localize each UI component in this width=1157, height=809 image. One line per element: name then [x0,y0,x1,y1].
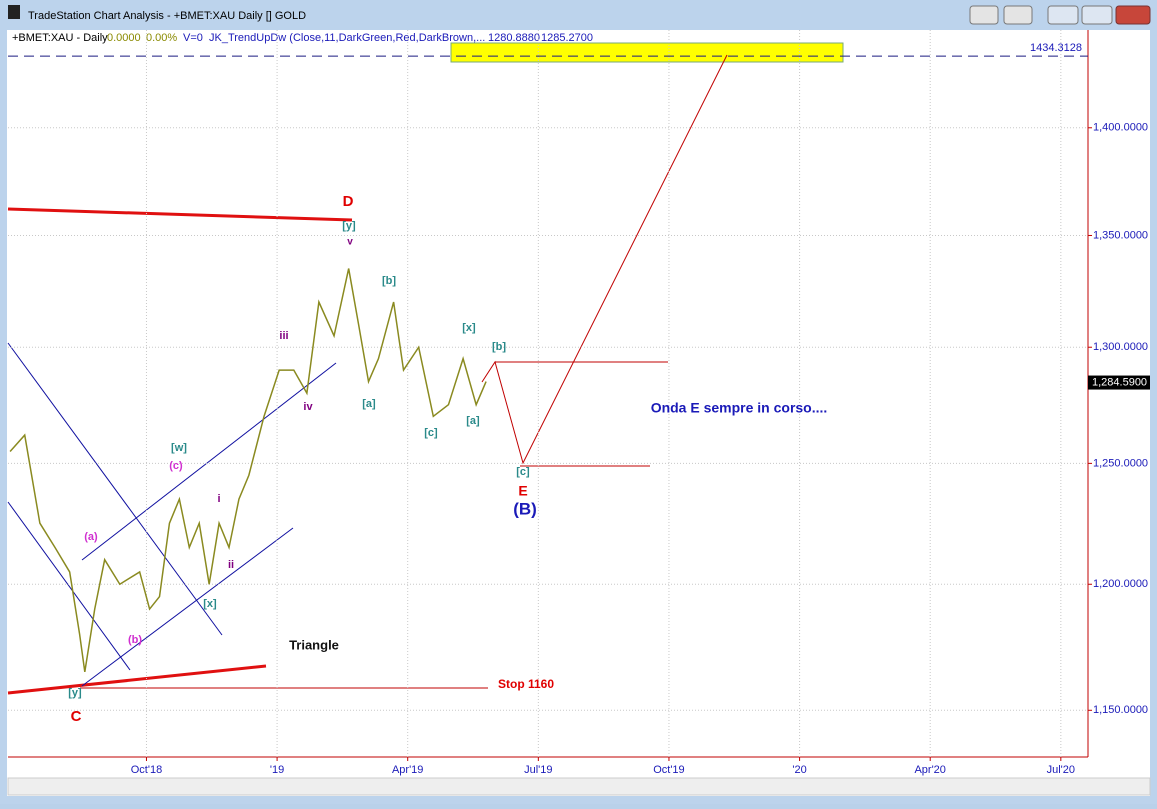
x-tick-label: Apr'19 [392,764,423,776]
trend-line [7,207,353,222]
x-tick-label: Jul'19 [524,764,552,776]
volume: V=0 [183,32,203,44]
wave-label: [w] [171,442,187,454]
wave-label: Stop 1160 [498,677,554,691]
x-tick-label: Oct'18 [131,764,162,776]
value1: 1280.8880 [488,32,540,44]
channel-line [7,501,131,671]
wave-label: v [347,237,353,248]
header: +BMET:XAU - Daily 0.0000 0.00% V=0 JK_Tr… [12,32,593,44]
trend-line [7,664,267,695]
wave-label: [c] [516,466,530,478]
wave-label: [c] [424,427,438,439]
maximize-button[interactable] [1081,5,1113,25]
wave-label: iv [303,401,313,413]
wave-label: Triangle [289,637,339,652]
y-tick-label: 1,200.0000 [1093,578,1148,590]
wave-label: [y] [68,687,82,699]
last-price-box [1088,375,1150,390]
wave-label: iii [279,330,288,342]
wave-label: i [217,493,220,505]
x-tick-label: Apr'20 [914,764,945,776]
wave-label: [b] [382,275,396,287]
symbol-button[interactable] [969,5,999,25]
x-tick-label: Jul'20 [1047,764,1075,776]
y-tick-label: 1,350.0000 [1093,229,1148,241]
wave-label: (a) [84,531,98,543]
wave-label: [x] [203,598,217,610]
wave-label: (c) [169,460,183,472]
indicator: JK_TrendUpDw (Close,11,DarkGreen,Red,Dar… [209,32,485,44]
last-price-label: 1,284.5900 [1092,376,1147,388]
wave-label: [a] [362,398,376,410]
wave-label: [b] [492,341,506,353]
target-zone [450,42,844,63]
wave-label: C [71,708,82,725]
indicator-button[interactable] [1003,5,1033,25]
projection [481,54,728,465]
symbol: +BMET:XAU - Daily [12,32,108,44]
channel-line [81,527,294,687]
chart-area [7,30,1150,796]
wave-label: E [518,483,527,499]
change: 0.0000 [107,32,141,44]
value2: 1285.2700 [541,32,593,44]
channel-line [81,362,337,561]
y-tick-label: 1,250.0000 [1093,457,1148,469]
y-tick-label: 1,300.0000 [1093,341,1148,353]
wave-label: [y] [342,220,356,232]
x-tick-label: '19 [270,764,284,776]
close-button[interactable] [1115,5,1151,25]
wave-label: D [343,193,354,210]
wave-label: (b) [128,634,142,646]
drawings [7,54,728,695]
x-tick-label: Oct'19 [653,764,684,776]
x-tick-label: '20 [792,764,806,776]
price-line [9,268,487,673]
wave-label: Onda E sempre in corso.... [651,400,828,416]
scrollbar[interactable] [7,777,1151,796]
wave-label: [x] [462,322,476,334]
y-tick-label: 1,150.0000 [1093,704,1148,716]
app-icon [8,5,20,19]
wave-label: [a] [466,415,480,427]
wave-label: ii [228,559,234,571]
y-tick-label: 1,400.0000 [1093,122,1148,134]
window-title: TradeStation Chart Analysis - +BMET:XAU … [28,10,306,22]
wave-label: (B) [513,499,537,518]
target-label: 1434.3128 [1030,42,1082,54]
minimize-button[interactable] [1047,5,1079,25]
change-pct: 0.00% [146,32,177,44]
channel-line [7,342,223,636]
